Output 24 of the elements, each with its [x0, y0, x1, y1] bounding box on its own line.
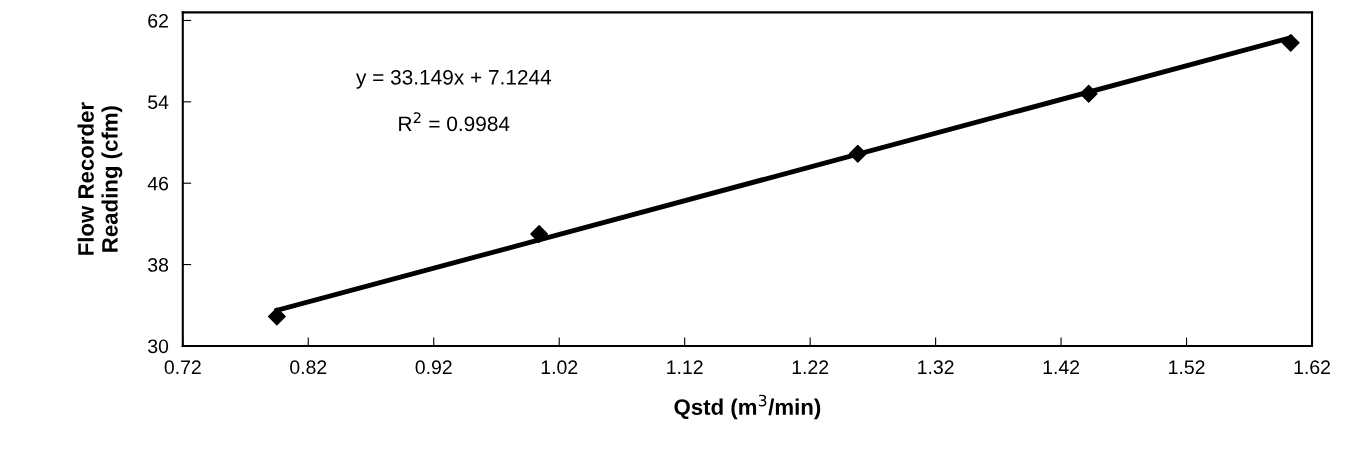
annotation: y = 33.149x + 7.1244: [355, 69, 552, 89]
x-tick-label: 1.42: [1043, 360, 1080, 374]
x-tick-label: 0.72: [164, 360, 201, 375]
x-tick-label: 0.92: [415, 360, 452, 375]
x-tick-label: 0.82: [290, 360, 327, 375]
point: [530, 225, 549, 243]
x-axis-title: Qstd (m$^{3}$/min): [674, 394, 821, 420]
x-tick-label: 1.52: [1169, 360, 1205, 375]
y-tick-label: 62: [148, 13, 168, 28]
x-tick-label: 1.12: [667, 360, 703, 374]
x-tick-label: 1.22: [792, 360, 829, 374]
y-axis-title: Flow Recorder Reading (cfm): [77, 102, 123, 255]
x-tick-label: 1.32: [918, 360, 954, 375]
y-tick-label: 30: [148, 339, 169, 354]
x-tick-label: 1.62: [1294, 360, 1330, 375]
point: [1079, 84, 1098, 103]
y-tick-label: 54: [148, 95, 169, 110]
y-tick-label: 38: [148, 258, 169, 272]
point: [848, 144, 867, 163]
point: [267, 307, 286, 326]
x-tick-label: 1.02: [541, 360, 578, 375]
annotation: R$^{2}$ = 0.9984: [399, 112, 510, 132]
point: [1281, 33, 1300, 52]
y-tick-label: 46: [147, 176, 169, 191]
